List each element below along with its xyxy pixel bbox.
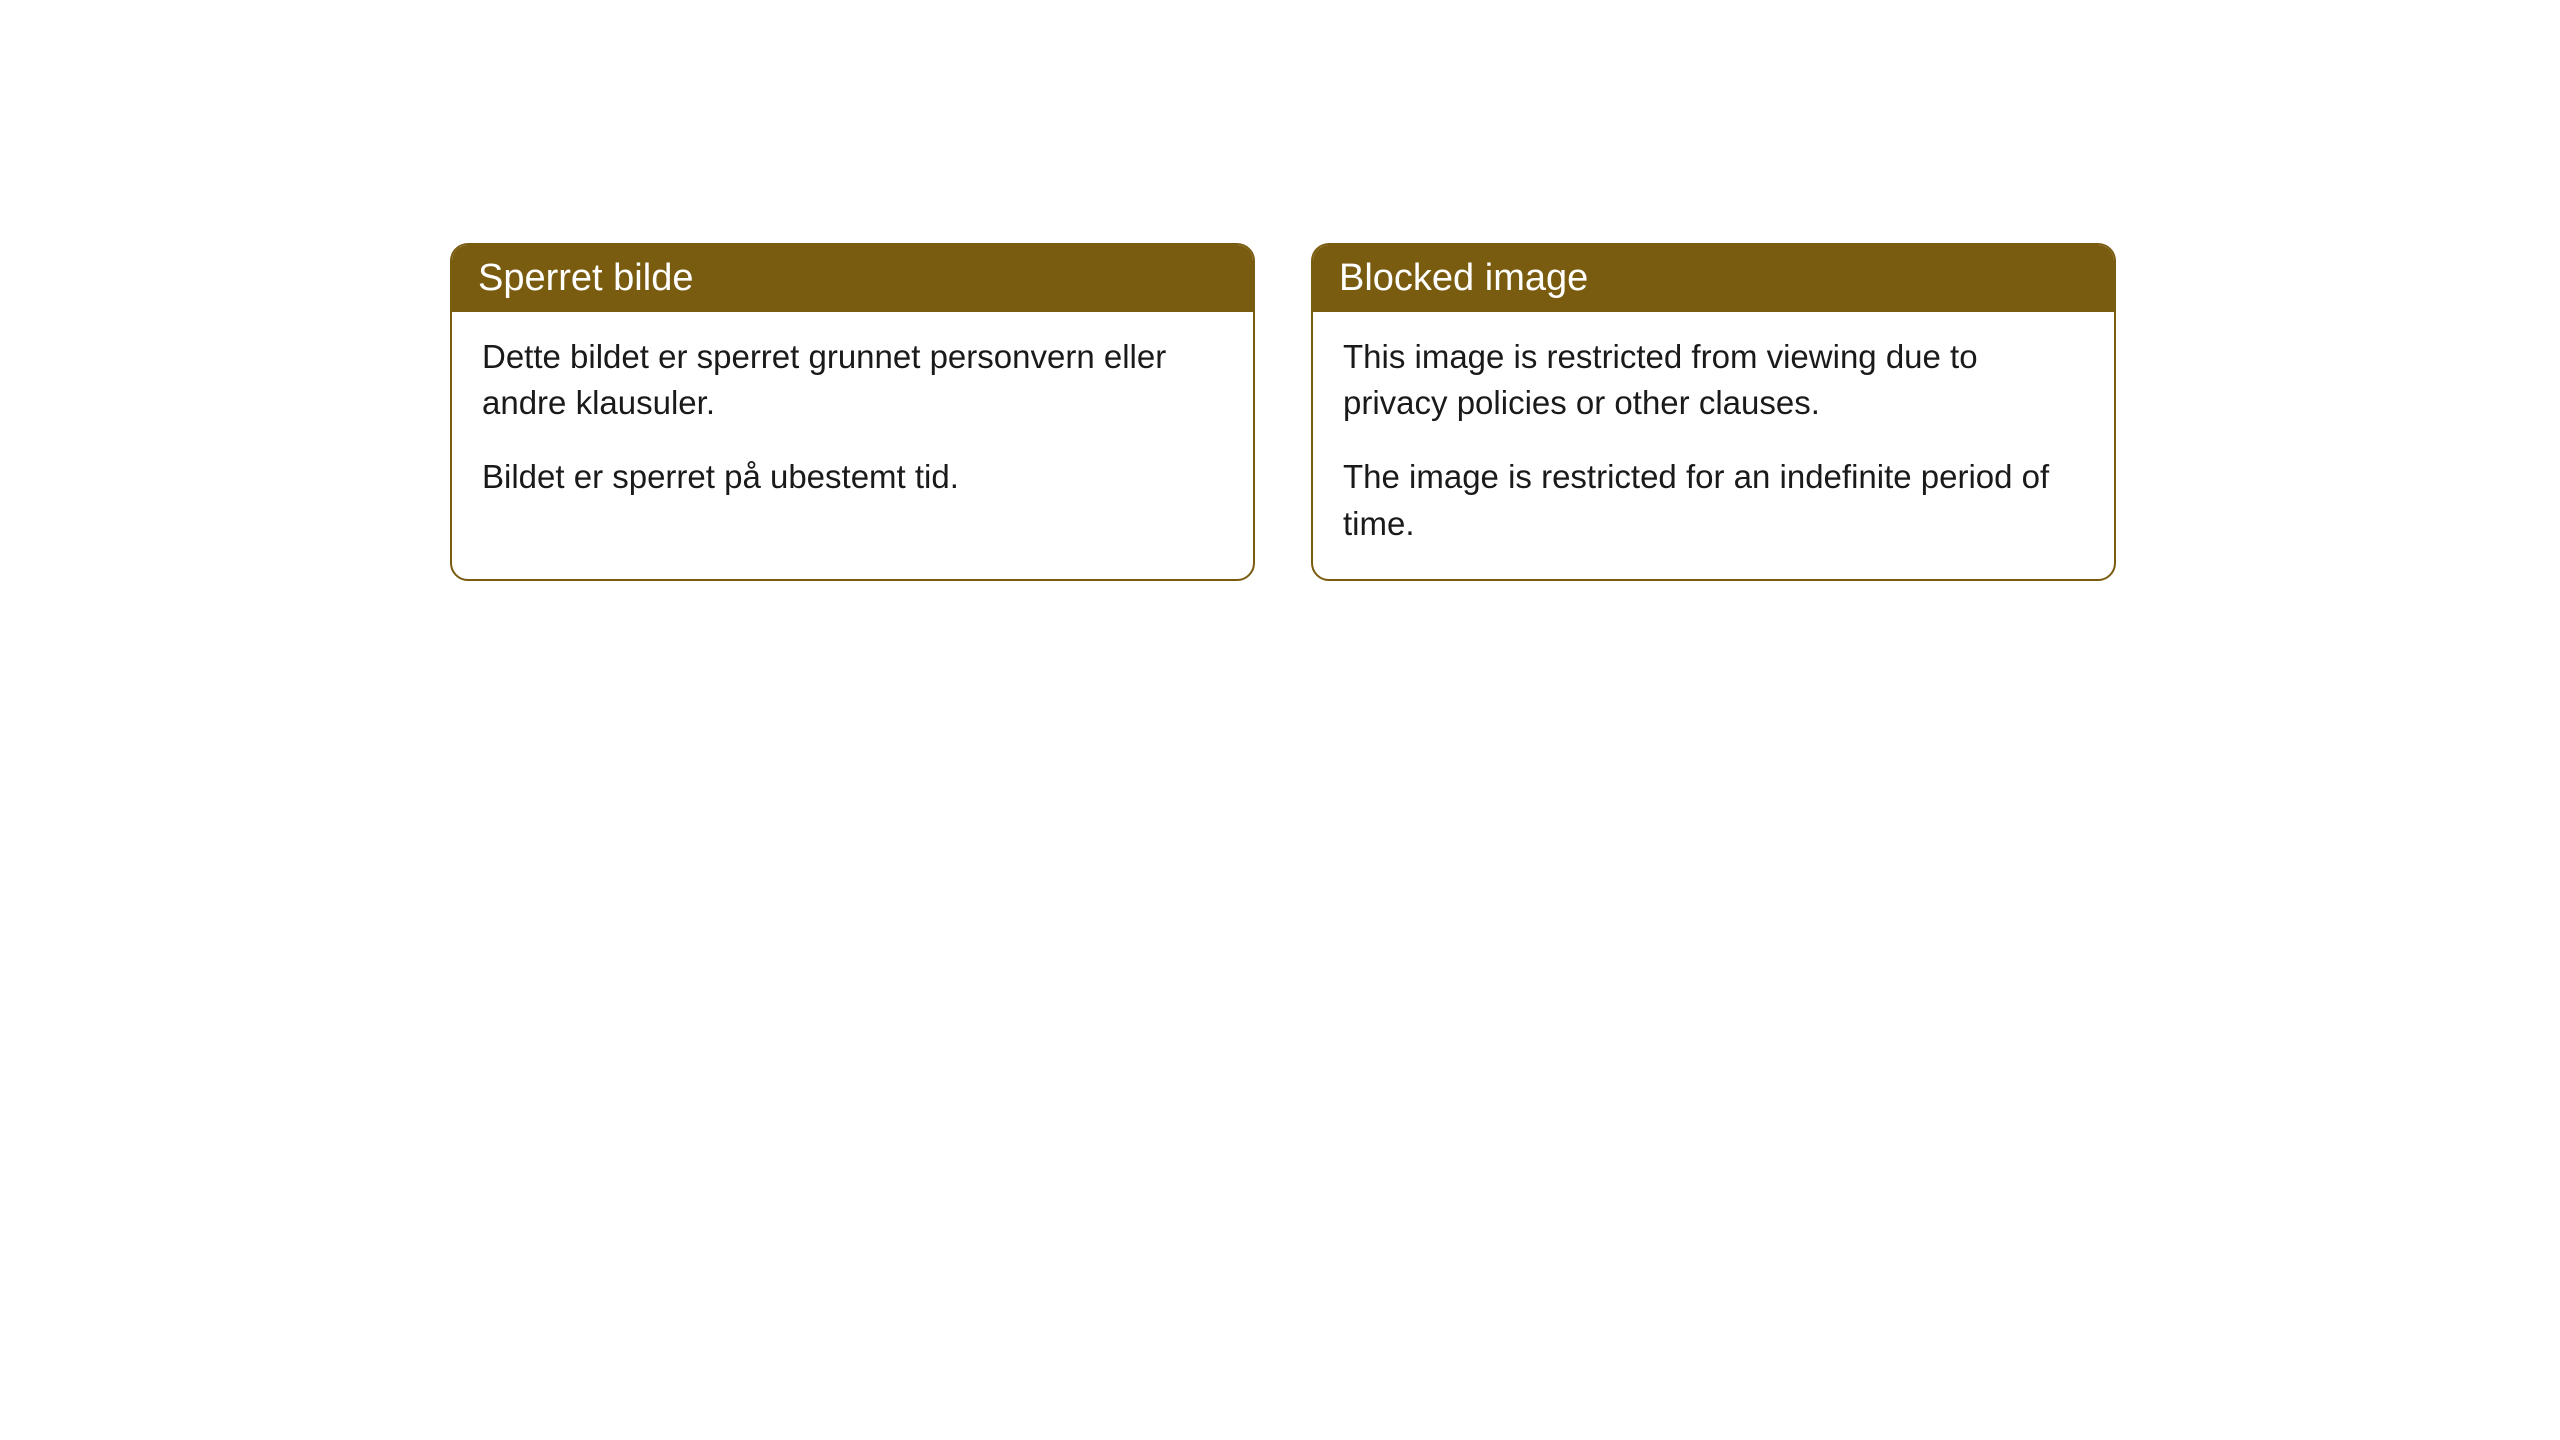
card-text-norwegian-1: Dette bildet er sperret grunnet personve… xyxy=(482,334,1223,426)
card-text-english-2: The image is restricted for an indefinit… xyxy=(1343,454,2084,546)
card-english: Blocked image This image is restricted f… xyxy=(1311,243,2116,581)
card-norwegian: Sperret bilde Dette bildet er sperret gr… xyxy=(450,243,1255,581)
card-header-norwegian: Sperret bilde xyxy=(452,245,1253,312)
cards-container: Sperret bilde Dette bildet er sperret gr… xyxy=(450,243,2116,581)
card-text-norwegian-2: Bildet er sperret på ubestemt tid. xyxy=(482,454,1223,500)
card-header-english: Blocked image xyxy=(1313,245,2114,312)
card-body-english: This image is restricted from viewing du… xyxy=(1313,312,2114,579)
card-body-norwegian: Dette bildet er sperret grunnet personve… xyxy=(452,312,1253,533)
card-text-english-1: This image is restricted from viewing du… xyxy=(1343,334,2084,426)
